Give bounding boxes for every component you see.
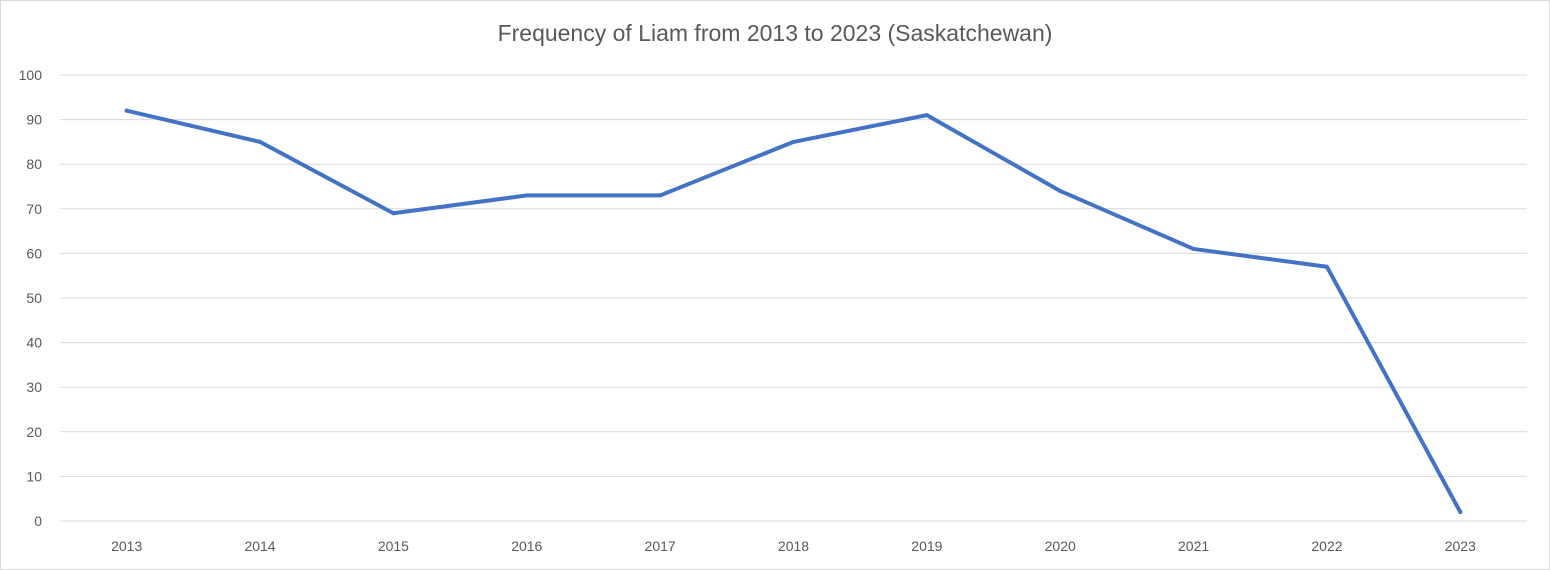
y-tick-label: 80 <box>26 156 42 172</box>
gridlines <box>60 74 1527 522</box>
y-tick-label: 30 <box>26 379 42 395</box>
data-point <box>1324 264 1329 269</box>
data-point <box>1458 510 1463 515</box>
data-point <box>524 193 529 198</box>
x-tick-label: 2023 <box>1445 538 1476 554</box>
data-point <box>258 139 263 144</box>
series-line <box>124 108 1463 515</box>
y-tick-label: 20 <box>26 424 42 440</box>
data-point <box>391 211 396 216</box>
x-tick-label: 2021 <box>1178 538 1209 554</box>
data-point <box>1191 246 1196 251</box>
y-tick-label: 60 <box>26 245 42 261</box>
data-point <box>791 139 796 144</box>
data-point <box>1058 188 1063 193</box>
y-tick-label: 70 <box>26 201 42 217</box>
y-tick-label: 0 <box>34 513 42 529</box>
data-point <box>124 108 129 113</box>
y-tick-label: 40 <box>26 335 42 351</box>
data-point <box>924 113 929 118</box>
x-tick-label: 2014 <box>244 538 275 554</box>
data-point <box>658 193 663 198</box>
x-tick-label: 2019 <box>911 538 942 554</box>
x-tick-label: 2015 <box>378 538 409 554</box>
series-layer <box>124 108 1463 515</box>
x-tick-label: 2020 <box>1045 538 1076 554</box>
x-tick-label: 2018 <box>778 538 809 554</box>
x-axis-tick-labels: 2013 2014 2015 2016 2017 2018 2019 2020 2021 2022… <box>111 538 1476 554</box>
x-tick-label: 2022 <box>1311 538 1342 554</box>
y-axis-tick-labels: 0 10 20 30 40 50 60 70 80 90 100 <box>19 67 43 529</box>
x-tick-label: 2013 <box>111 538 142 554</box>
chart-title: Frequency of Liam from 2013 to 2023 (Sas… <box>497 20 1053 46</box>
y-tick-label: 10 <box>26 468 42 484</box>
y-tick-label: 100 <box>19 67 43 83</box>
y-tick-label: 90 <box>26 112 42 128</box>
x-tick-label: 2017 <box>645 538 676 554</box>
x-tick-label: 2016 <box>511 538 542 554</box>
y-tick-label: 50 <box>26 290 42 306</box>
